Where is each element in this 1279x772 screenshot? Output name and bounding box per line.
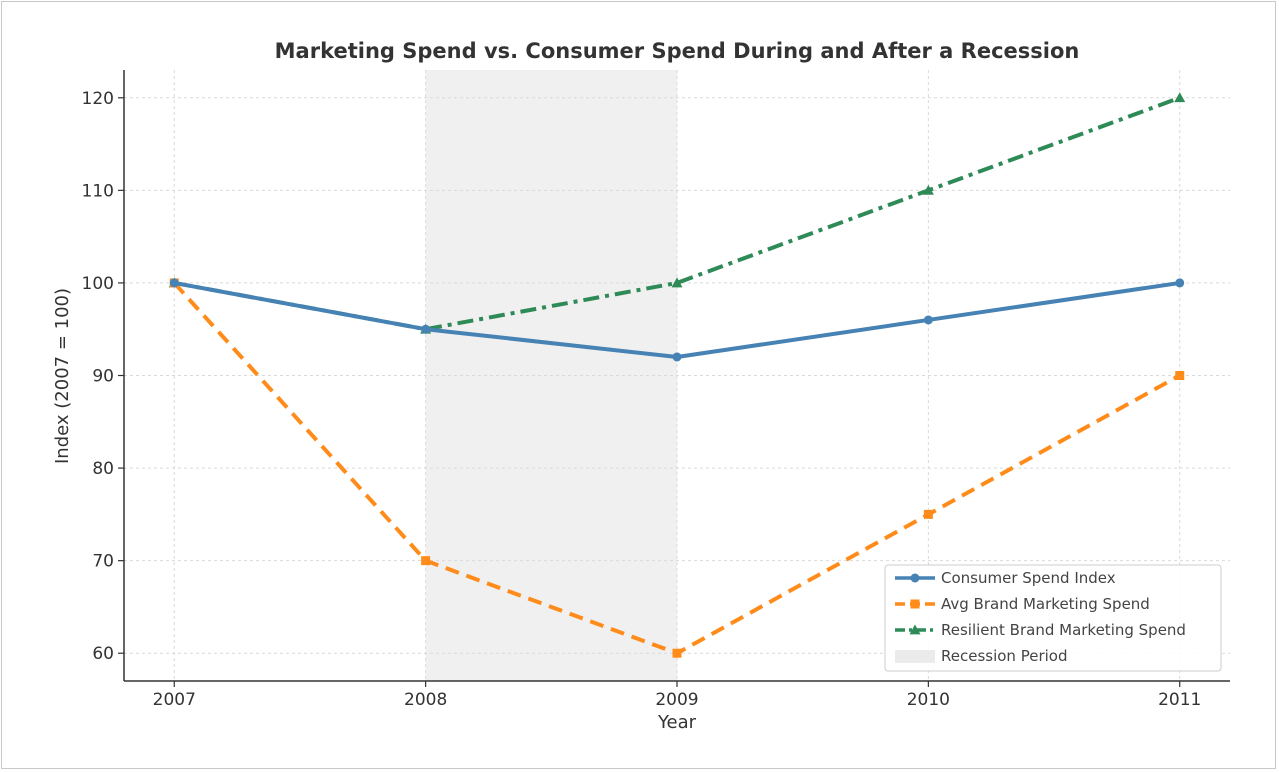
- legend-entry: Recession Period: [895, 647, 1067, 665]
- legend-marker: [909, 624, 921, 635]
- data-point: [923, 509, 933, 519]
- data-point: [672, 352, 682, 362]
- data-point: [672, 648, 682, 658]
- y-tick-label: 70: [92, 552, 114, 572]
- data-point: [421, 556, 431, 566]
- x-tick-label: 2007: [153, 690, 196, 710]
- x-tick-label: 2009: [655, 690, 698, 710]
- y-tick-label: 110: [82, 181, 114, 201]
- axis-layer: 2007 2008 2009 2010 2011 60 70 80 90 100 110 120: [82, 70, 1230, 710]
- data-point: [1175, 278, 1185, 288]
- legend-entry: Avg Brand Marketing Spend: [895, 595, 1150, 613]
- x-tick-label: 2010: [907, 690, 950, 710]
- legend-label: Resilient Brand Marketing Spend: [941, 621, 1186, 639]
- data-point: [922, 184, 934, 195]
- x-tick-label: 2011: [1158, 690, 1201, 710]
- data-point: [1175, 371, 1185, 380]
- y-tick-label: 60: [92, 644, 114, 664]
- y-tick-label: 120: [82, 89, 114, 109]
- data-point: [671, 277, 683, 288]
- data-point: [923, 315, 933, 325]
- y-axis-label: Index (2007 = 100): [52, 288, 73, 464]
- series-consumer-spend-index: [169, 278, 1185, 362]
- legend-entry: Consumer Spend Index: [895, 569, 1116, 587]
- x-axis-label: Year: [657, 712, 697, 733]
- legend-patch-swatch: [895, 650, 935, 663]
- data-point: [421, 324, 431, 334]
- legend-marker: [910, 573, 920, 583]
- legend-marker: [910, 599, 920, 609]
- legend-label: Recession Period: [941, 647, 1067, 665]
- series-layer: [168, 92, 1186, 658]
- data-point: [1174, 92, 1186, 103]
- data-point: [169, 278, 179, 288]
- y-tick-label: 90: [92, 367, 114, 387]
- legend-entry: Resilient Brand Marketing Spend: [895, 621, 1186, 639]
- chart-title: Marketing Spend vs. Consumer Spend Durin…: [275, 39, 1080, 63]
- x-tick-label: 2008: [404, 690, 447, 710]
- legend-label: Avg Brand Marketing Spend: [941, 595, 1150, 613]
- legend-label: Consumer Spend Index: [941, 569, 1116, 587]
- y-tick-label: 100: [82, 274, 114, 294]
- y-tick-label: 80: [92, 459, 114, 479]
- legend-box: [884, 564, 1222, 672]
- legend: Consumer Spend Index Avg Brand Marketing …: [884, 564, 1222, 672]
